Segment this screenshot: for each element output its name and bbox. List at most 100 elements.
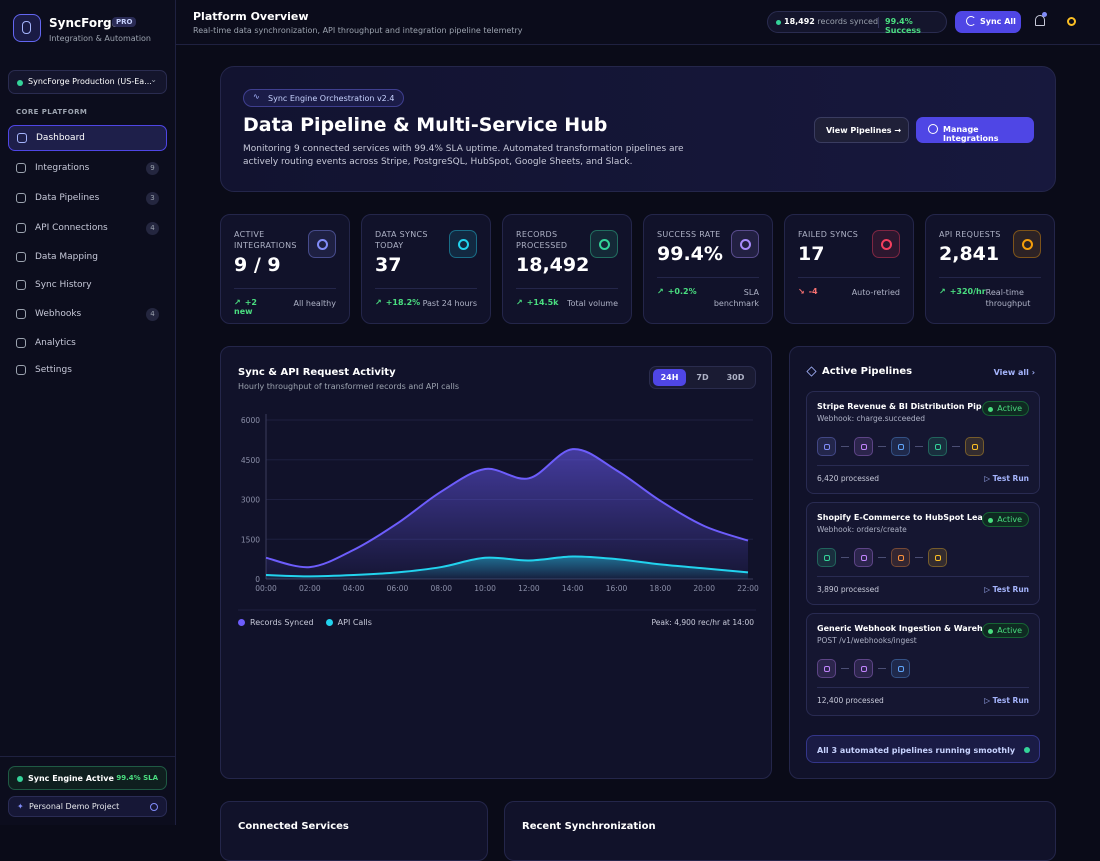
chart-title: Sync & API Request Activity: [238, 367, 396, 378]
nav-item[interactable]: Sync History: [8, 272, 167, 298]
stat-footer: ↗ +0.2% SLA benchmark: [657, 277, 759, 309]
view-pipelines[interactable]: View Pipelines →: [814, 117, 909, 143]
nav-icon: [16, 338, 26, 348]
workspace-select[interactable]: SyncForge Production (US-Ea... ⌄: [8, 70, 167, 94]
test-run[interactable]: ▷ Test Run: [984, 696, 1029, 705]
pipeline-status: Active: [982, 401, 1029, 416]
stat-card: SUCCESS RATE 99.4% ↗ +0.2% SLA benchmark: [643, 214, 773, 324]
brand: SyncForge: [49, 16, 120, 30]
hero-tag-text: Sync Engine Orchestration v2.4: [268, 94, 395, 103]
view-all-label: View all: [993, 368, 1029, 377]
stat-label: FAILED SYNCS: [798, 230, 859, 239]
sync-button[interactable]: Sync All: [955, 11, 1021, 33]
button-label: Manage Integrations: [943, 125, 999, 143]
stat-delta: +18.2%: [385, 298, 421, 307]
trend-icon: ↗: [375, 298, 382, 307]
pipeline-source: Webhook: charge.succeeded: [817, 414, 925, 423]
stat-delta: +2 new: [234, 298, 257, 316]
node-glyph: [935, 444, 941, 450]
connector: [952, 446, 960, 447]
range-button[interactable]: 24H: [653, 369, 686, 386]
connector: [841, 557, 849, 558]
stat-delta-wrap: ↗ +18.2%: [375, 298, 420, 307]
nav-label: Dashboard: [36, 133, 85, 143]
stat-footer: ↗ +18.2% Past 24 hours: [375, 288, 477, 309]
processed: 6,420 processed: [817, 474, 880, 483]
nav-label: Settings: [35, 365, 72, 375]
chart-note: Peak: 4,900 rec/hr at 14:00: [651, 618, 754, 627]
trend-icon: ↗: [516, 298, 523, 307]
pipeline-footer: 6,420 processed ▷ Test Run: [817, 465, 1029, 483]
nav-item[interactable]: API Connections 4: [8, 215, 167, 241]
test-run[interactable]: ▷ Test Run: [984, 585, 1029, 594]
nav-item[interactable]: Data Mapping: [8, 244, 167, 270]
legend: Records Synced API Calls: [238, 618, 372, 627]
nav-icon: [16, 193, 26, 203]
nav-item[interactable]: Data Pipelines 3: [8, 185, 167, 211]
stat-value: 99.4%: [657, 243, 723, 265]
pipelines-title: Active Pipelines: [822, 366, 913, 377]
manage-integrations[interactable]: Manage Integrations: [916, 117, 1034, 143]
y-tick-label: 6000: [241, 416, 260, 425]
stat-footer: ↘ -4 Auto-retried: [798, 277, 900, 298]
nav-item[interactable]: Dashboard: [8, 125, 167, 151]
range-button[interactable]: 30D: [726, 373, 745, 382]
sync-label: Sync All: [980, 17, 1016, 26]
trend-icon: ↘: [798, 287, 805, 296]
stat-delta-wrap: ↗ +14.5k: [516, 298, 558, 307]
nav-item[interactable]: Webhooks 4: [8, 301, 167, 327]
y-tick-label: 3000: [241, 496, 260, 505]
legend-swatch: [238, 619, 245, 626]
pipeline-status: Active: [982, 512, 1029, 527]
stat-label: API REQUESTS: [939, 230, 1001, 239]
test-run[interactable]: ▷ Test Run: [984, 474, 1029, 483]
notifications[interactable]: [1035, 12, 1047, 26]
connector: [915, 446, 923, 447]
nav-icon: [16, 252, 26, 262]
nav-label: Integrations: [35, 163, 90, 173]
nav-icon: [16, 365, 26, 375]
processed: 3,890 processed: [817, 585, 880, 594]
play-icon: ▷: [984, 696, 993, 705]
y-tick-label: 0: [255, 575, 260, 584]
connector: [841, 446, 849, 447]
legend-label: Records Synced: [250, 618, 314, 627]
nav-item[interactable]: Integrations 9: [8, 155, 167, 181]
node-glyph: [824, 555, 830, 561]
pipeline: Stripe Revenue & BI Distribution Pipelin…: [806, 391, 1040, 494]
nav-item[interactable]: Analytics: [8, 330, 167, 356]
stat-footer: ↗ +320/hr Real-time throughput: [939, 277, 1041, 309]
stat-note: Auto-retried: [851, 288, 900, 297]
node: [854, 437, 873, 456]
project-name: Personal Demo Project: [29, 802, 120, 811]
nav-item[interactable]: Settings: [8, 357, 167, 383]
theme-toggle[interactable]: [1067, 17, 1076, 26]
history-card: Recent Synchronization: [504, 801, 1056, 861]
view-all[interactable]: View all ›: [993, 368, 1035, 377]
x-tick-label: 02:00: [299, 584, 321, 593]
hero-description: Monitoring 9 connected services with 99.…: [243, 144, 684, 167]
node: [854, 659, 873, 678]
stat-value: 2,841: [939, 243, 1000, 265]
stat-delta: +320/hr: [949, 287, 986, 296]
connector: [915, 557, 923, 558]
icon-glyph: [599, 239, 610, 250]
nav-count: 9: [146, 161, 159, 175]
connector: [878, 446, 886, 447]
legend-item: API Calls: [325, 618, 372, 627]
test-run-label: Test Run: [992, 696, 1029, 705]
pipeline-name: Shopify E-Commerce to HubSpot Lead ...: [817, 513, 982, 522]
node-glyph: [824, 666, 830, 672]
project[interactable]: ✦ Personal Demo Project: [8, 796, 167, 817]
stat-card: RECORDS PROCESSED 18,492 ↗ +14.5k Total volu…: [502, 214, 632, 324]
range-button[interactable]: 7D: [696, 373, 709, 382]
nav-icon: [16, 280, 26, 290]
pipeline-flow: [817, 659, 1029, 678]
x-tick-label: 10:00: [474, 584, 496, 593]
x-tick-label: 06:00: [387, 584, 409, 593]
stat-note: SLA benchmark: [713, 288, 759, 308]
pipeline-flow: [817, 437, 1029, 456]
pipelines-footer: All 3 automated pipelines running smooth…: [806, 735, 1040, 763]
stat-card: FAILED SYNCS 17 ↘ -4 Auto-retried: [784, 214, 914, 324]
node-glyph: [898, 444, 904, 450]
